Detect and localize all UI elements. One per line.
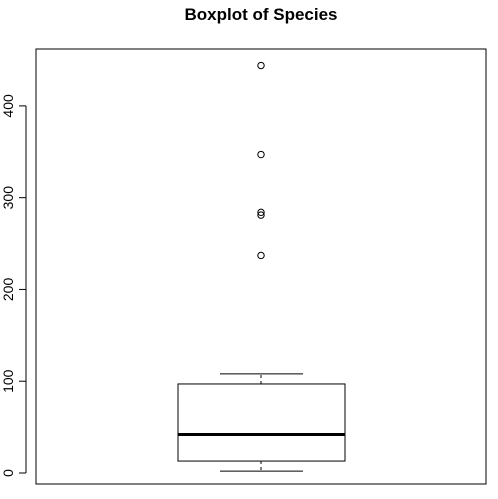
y-tick-label: 0 xyxy=(0,469,16,477)
outlier-point xyxy=(257,211,265,219)
y-tick-label: 400 xyxy=(0,94,16,118)
outliers xyxy=(257,61,265,260)
plot-frame xyxy=(35,48,487,485)
outlier-point xyxy=(257,150,265,159)
y-axis: 0 100 200 300 400 xyxy=(0,94,27,477)
chart-title: Boxplot of Species xyxy=(184,5,337,24)
interquartile-box xyxy=(177,383,346,462)
outlier-point xyxy=(257,251,265,260)
y-tick-label: 100 xyxy=(0,369,16,393)
outlier-point xyxy=(257,61,265,70)
y-tick-label: 300 xyxy=(0,186,16,210)
y-tick-label: 200 xyxy=(0,278,16,302)
box-group xyxy=(177,373,346,472)
outlier-point xyxy=(257,208,265,217)
